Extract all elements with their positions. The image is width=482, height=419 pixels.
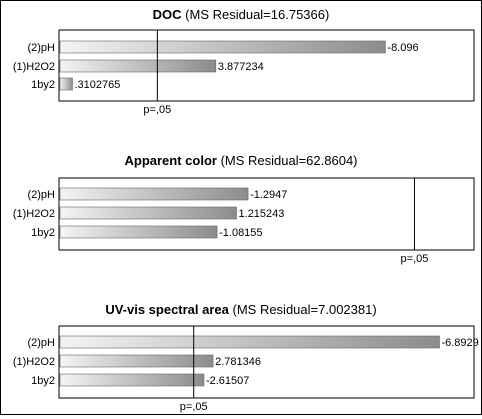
- category-label: 1by2: [31, 79, 55, 91]
- bar-value-label: -8.096: [387, 42, 418, 54]
- bar-value-label: 2.781346: [215, 356, 261, 368]
- bar-value-label: 3.877234: [218, 61, 264, 73]
- chart-subtitle: (MS Residual=16.75366): [182, 7, 330, 22]
- bar-value-label: -1.2947: [250, 189, 287, 201]
- bar: [59, 373, 205, 387]
- category-label: 1by2: [31, 375, 55, 387]
- chart-title-name: DOC: [153, 7, 183, 22]
- chart-title: Apparent color (MS Residual=62.8604): [124, 153, 357, 168]
- category-label: (1)H2O2: [13, 61, 55, 73]
- bar: [59, 40, 386, 54]
- chart-title-name: Apparent color: [124, 153, 216, 168]
- category-label: (1)H2O2: [13, 356, 55, 368]
- category-label: (1)H2O2: [13, 208, 55, 220]
- bar-value-label: 1.215243: [239, 208, 285, 220]
- bar: [59, 206, 237, 220]
- category-label: 1by2: [31, 227, 55, 239]
- reference-line-label: p=,05: [401, 253, 429, 265]
- chart-title-name: UV-vis spectral area: [105, 302, 229, 317]
- bar: [59, 354, 214, 368]
- bar: [59, 77, 73, 91]
- bar-value-label: -2.61507: [206, 375, 249, 387]
- bar: [59, 225, 218, 239]
- category-label: (2)pH: [27, 337, 55, 349]
- chart-title: DOC (MS Residual=16.75366): [153, 7, 330, 22]
- category-label: (2)pH: [27, 42, 55, 54]
- reference-line-label: p=,05: [180, 401, 208, 413]
- chart-title: UV-vis spectral area (MS Residual=7.0023…: [105, 302, 376, 317]
- bar-value-label: -6.8929: [441, 337, 478, 349]
- chart-subtitle: (MS Residual=62.8604): [217, 153, 358, 168]
- bar: [59, 187, 249, 201]
- category-label: (2)pH: [27, 189, 55, 201]
- reference-line-label: p=,05: [143, 104, 171, 116]
- bar: [59, 59, 217, 73]
- chart-subtitle: (MS Residual=7.002381): [229, 302, 377, 317]
- bar: [59, 335, 440, 349]
- bar-value-label: .3102765: [74, 79, 120, 91]
- bar-value-label: -1.08155: [219, 227, 262, 239]
